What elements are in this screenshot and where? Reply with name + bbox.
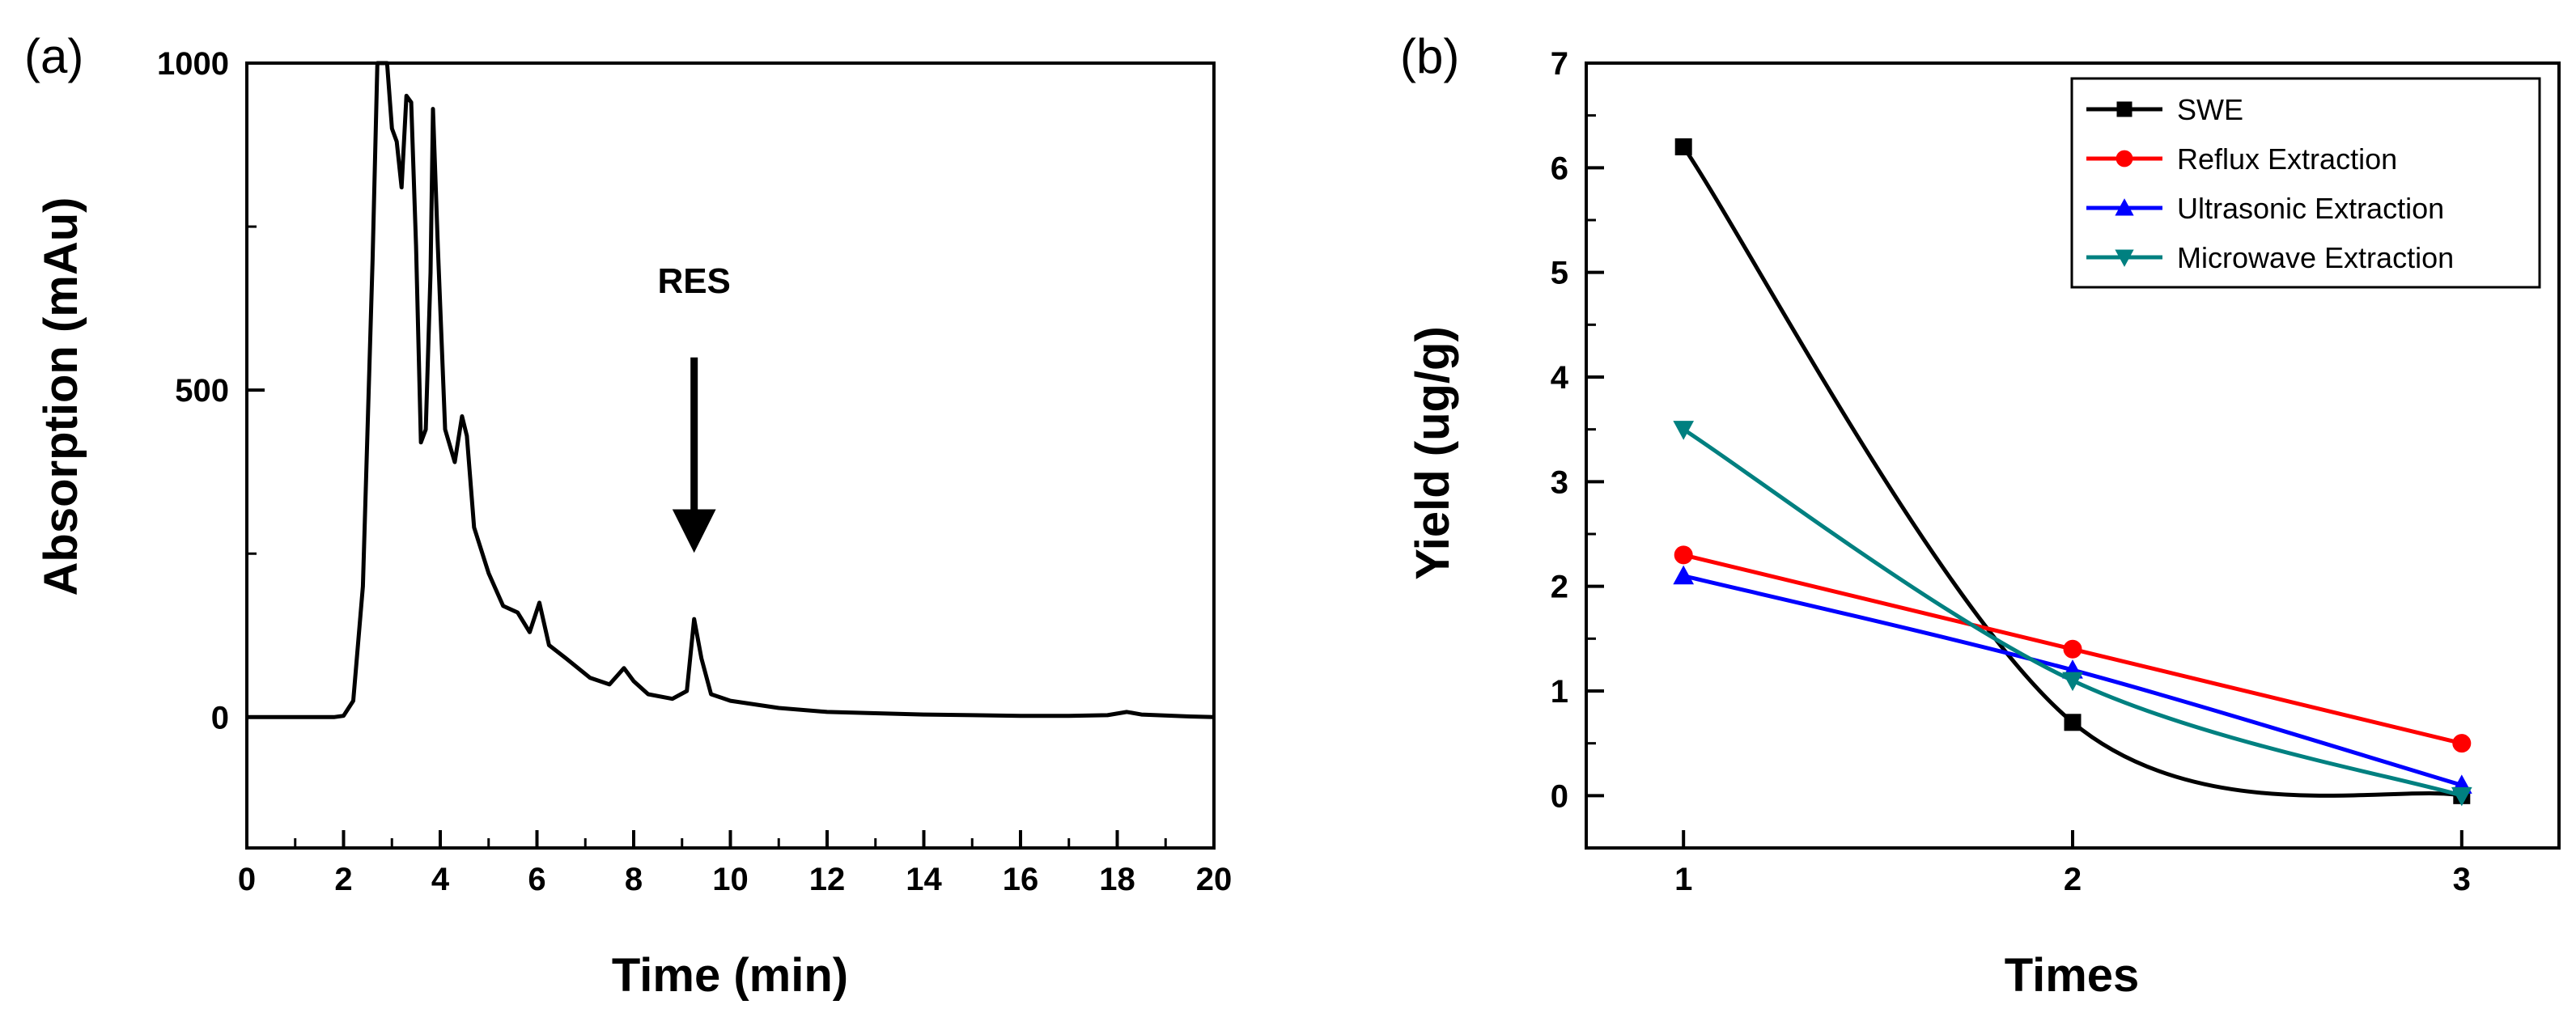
panel-b-x-tick-label: 2 — [2064, 862, 2082, 897]
data-point-microwave-extraction — [2062, 672, 2083, 692]
series-line-swe — [1682, 146, 2463, 798]
panel-a-x-tick-label: 2 — [334, 862, 352, 897]
panel-b-ticks: 1 2 3 0 1 2 3 4 5 6 7 — [1551, 46, 2471, 897]
legend-marker-swe — [2116, 101, 2133, 117]
panel-a-ticks: 0 2 4 6 8 10 12 14 16 18 20 0 500 1000 — [157, 46, 1232, 897]
legend-label-swe: SWE — [2177, 93, 2243, 126]
panel-a-plot-frame — [245, 61, 1216, 850]
data-point-reflux-extraction — [2063, 639, 2082, 659]
panel-b-x-tick-label: 3 — [2453, 862, 2471, 897]
panel-a-y-tick-label: 1000 — [157, 46, 229, 82]
panel-a-x-tick-label: 0 — [238, 862, 256, 897]
data-point-reflux-extraction — [1674, 545, 1693, 565]
panel-a-chromatogram: (a) 0 2 4 6 8 10 12 14 16 18 20 0 500 1000 RES Time (… — [24, 29, 1232, 1002]
data-point-swe — [1674, 138, 1692, 155]
panel-b-y-tick-label: 7 — [1551, 46, 1568, 82]
panel-a-x-tick-label: 8 — [625, 862, 643, 897]
legend-marker-ultrasonic-extraction — [2115, 198, 2134, 216]
panel-a-y-axis-title: Absorption (mAu) — [35, 197, 87, 596]
panel-b-y-tick-label: 2 — [1551, 570, 1568, 605]
legend-label-microwave-extraction: Microwave Extraction — [2177, 241, 2454, 274]
legend-label-ultrasonic-extraction: Ultrasonic Extraction — [2177, 192, 2444, 225]
panel-b-y-tick-label: 3 — [1551, 464, 1568, 500]
panel-b-y-axis-title: Yield (ug/g) — [1407, 326, 1459, 580]
panel-b-y-tick-label: 4 — [1551, 360, 1569, 396]
panel-b-x-axis-title: Times — [2005, 949, 2140, 1002]
data-point-ultrasonic-extraction — [1673, 565, 1695, 585]
legend-box — [2070, 77, 2541, 289]
panel-a-x-tick-label: 6 — [528, 862, 545, 897]
panel-b-y-tick-label: 5 — [1551, 256, 1568, 291]
legend-label-reflux-extraction: Reflux Extraction — [2177, 142, 2397, 176]
panel-a-x-tick-label: 16 — [1003, 862, 1039, 897]
panel-b-series — [1673, 138, 2472, 807]
panel-a-res-annotation: RES — [657, 261, 730, 301]
data-point-reflux-extraction — [2452, 734, 2472, 753]
data-point-swe — [2064, 714, 2082, 731]
panel-b-y-tick-label: 0 — [1551, 778, 1568, 814]
panel-a-x-tick-label: 12 — [809, 862, 846, 897]
panel-b-yield: (b) 1 2 3 0 1 2 3 4 5 6 7 SWE Reflux Extraction Ultr… — [1400, 29, 2561, 1002]
panel-a-x-tick-label: 18 — [1099, 862, 1135, 897]
panel-a-x-tick-label: 4 — [431, 862, 450, 897]
panel-a-x-axis-title: Time (min) — [612, 949, 848, 1002]
panel-a-y-tick-label: 500 — [175, 373, 229, 409]
panel-a-chromatogram-line — [247, 61, 1215, 719]
data-point-microwave-extraction — [1673, 421, 1695, 440]
panel-a-y-tick-label: 0 — [211, 700, 229, 735]
panel-b-plot-frame — [1585, 61, 2561, 850]
series-line-microwave-extraction — [1682, 427, 2463, 798]
panel-a-label: (a) — [24, 29, 83, 83]
panel-a-x-tick-label: 20 — [1196, 862, 1233, 897]
legend-marker-microwave-extraction — [2115, 249, 2134, 267]
panel-b-y-tick-label: 6 — [1551, 150, 1568, 186]
panel-b-y-tick-label: 1 — [1551, 674, 1568, 710]
panel-b-x-tick-label: 1 — [1674, 862, 1692, 897]
panel-a-x-tick-label: 14 — [906, 862, 942, 897]
panel-b-legend: SWE Reflux Extraction Ultrasonic Extractio… — [2070, 77, 2541, 289]
legend-marker-reflux-extraction — [2116, 150, 2133, 167]
panel-b-label: (b) — [1400, 29, 1459, 83]
panel-a-x-tick-label: 10 — [712, 862, 749, 897]
data-point-microwave-extraction — [2451, 786, 2472, 807]
